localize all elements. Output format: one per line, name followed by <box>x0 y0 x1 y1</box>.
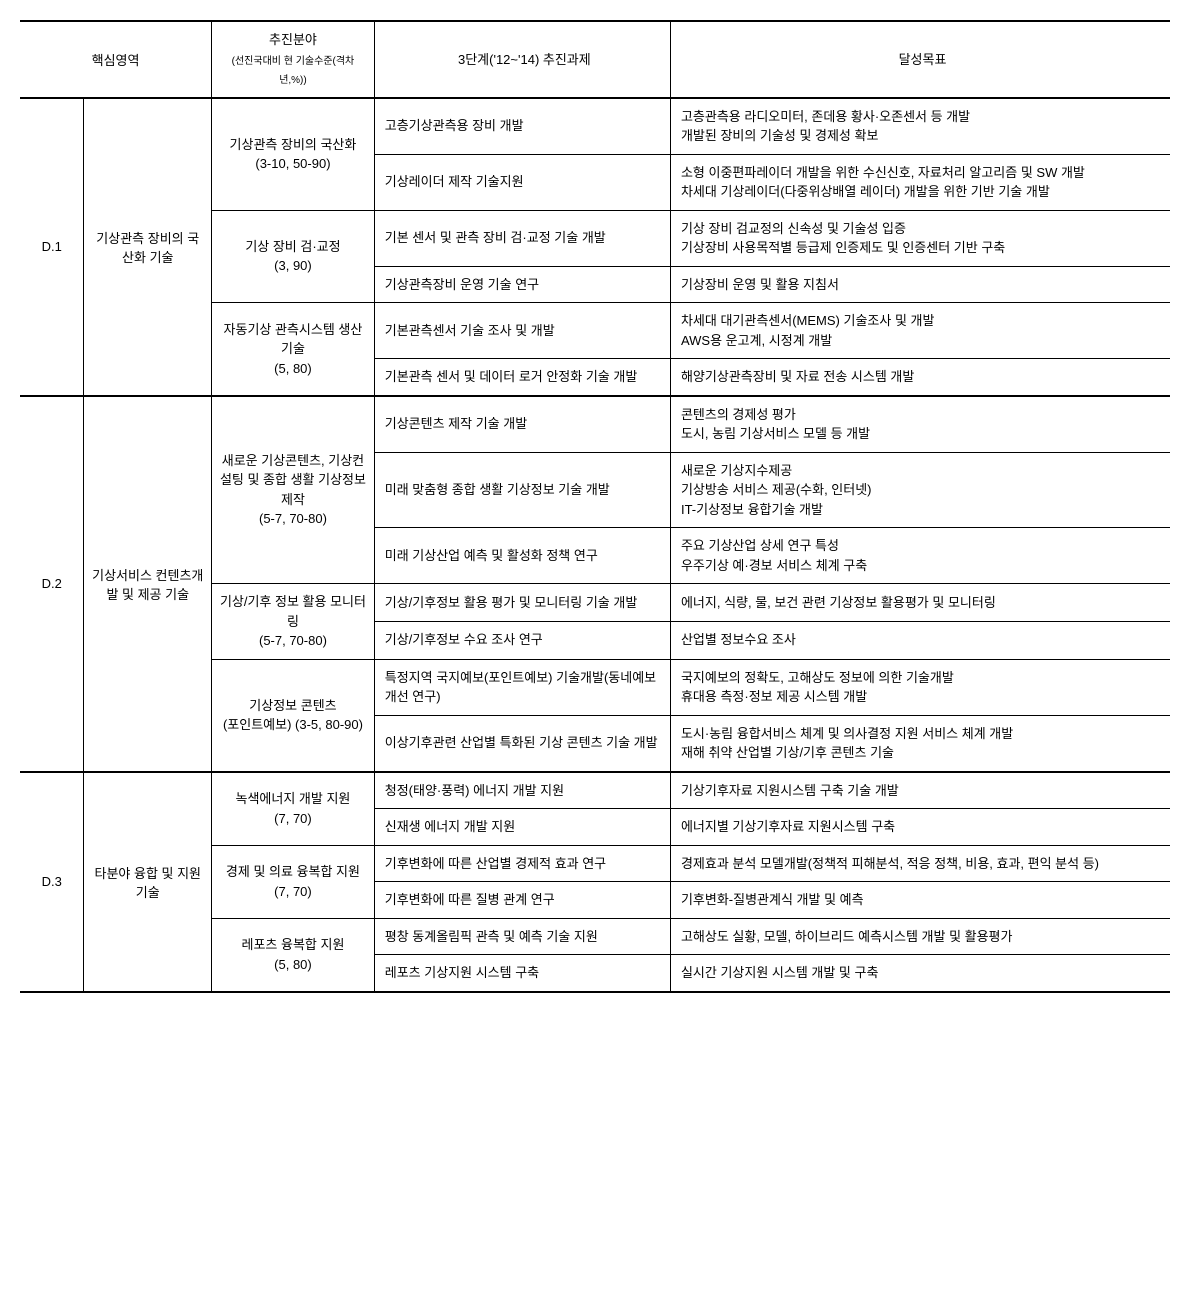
task-cell: 평창 동계올림픽 관측 및 예측 기술 지원 <box>374 918 670 955</box>
task-cell: 미래 기상산업 예측 및 활성화 정책 연구 <box>374 528 670 584</box>
header-field-main: 추진분야 <box>269 32 317 47</box>
goal-cell: 경제효과 분석 모델개발(정책적 피해분석, 적응 정책, 비용, 효과, 편익… <box>670 845 1170 882</box>
task-cell: 기본 센서 및 관측 장비 검·교정 기술 개발 <box>374 210 670 266</box>
task-cell: 고층기상관측용 장비 개발 <box>374 98 670 155</box>
section-area: 기상관측 장비의 국산화 기술 <box>84 98 212 396</box>
task-cell: 기후변화에 따른 산업별 경제적 효과 연구 <box>374 845 670 882</box>
header-goal: 달성목표 <box>670 21 1170 98</box>
task-cell: 기상/기후정보 활용 평가 및 모니터링 기술 개발 <box>374 584 670 622</box>
task-cell: 기본관측 센서 및 데이터 로거 안정화 기술 개발 <box>374 359 670 396</box>
goal-cell: 콘텐츠의 경제성 평가도시, 농림 기상서비스 모델 등 개발 <box>670 396 1170 453</box>
task-cell: 기상관측장비 운영 기술 연구 <box>374 266 670 303</box>
goal-cell: 고층관측용 라디오미터, 존데용 황사·오존센서 등 개발개발된 장비의 기술성… <box>670 98 1170 155</box>
header-field-sub: (선진국대비 현 기술수준(격차년,%)) <box>232 56 355 87</box>
header-field: 추진분야 (선진국대비 현 기술수준(격차년,%)) <box>212 21 375 98</box>
section-area: 타분야 융합 및 지원 기술 <box>84 772 212 992</box>
field-cell: 기상 장비 검·교정(3, 90) <box>212 210 375 303</box>
field-cell: 새로운 기상콘텐츠, 기상컨설팅 및 종합 생활 기상정보 제작(5-7, 70… <box>212 396 375 584</box>
task-cell: 기본관측센서 기술 조사 및 개발 <box>374 303 670 359</box>
task-cell: 이상기후관련 산업별 특화된 기상 콘텐츠 기술 개발 <box>374 715 670 772</box>
goal-cell: 산업별 정보수요 조사 <box>670 621 1170 659</box>
table-row: D.1기상관측 장비의 국산화 기술기상관측 장비의 국산화(3-10, 50-… <box>20 98 1170 155</box>
task-cell: 미래 맞춤형 종합 생활 기상정보 기술 개발 <box>374 452 670 528</box>
field-cell: 경제 및 의료 융복합 지원(7, 70) <box>212 845 375 918</box>
task-cell: 레포츠 기상지원 시스템 구축 <box>374 955 670 992</box>
goal-cell: 실시간 기상지원 시스템 개발 및 구축 <box>670 955 1170 992</box>
research-plan-table: 핵심영역 추진분야 (선진국대비 현 기술수준(격차년,%)) 3단계('12~… <box>20 20 1170 993</box>
goal-cell: 에너지, 식량, 물, 보건 관련 기상정보 활용평가 및 모니터링 <box>670 584 1170 622</box>
task-cell: 기후변화에 따른 질병 관계 연구 <box>374 882 670 919</box>
goal-cell: 고해상도 실황, 모델, 하이브리드 예측시스템 개발 및 활용평가 <box>670 918 1170 955</box>
field-cell: 기상관측 장비의 국산화(3-10, 50-90) <box>212 98 375 211</box>
table-row: D.3타분야 융합 및 지원 기술녹색에너지 개발 지원(7, 70)청정(태양… <box>20 772 1170 809</box>
goal-cell: 국지예보의 정확도, 고해상도 정보에 의한 기술개발휴대용 측정·정보 제공 … <box>670 659 1170 715</box>
goal-cell: 소형 이중편파레이더 개발을 위한 수신신호, 자료처리 알고리즘 및 SW 개… <box>670 154 1170 210</box>
field-cell: 녹색에너지 개발 지원(7, 70) <box>212 772 375 846</box>
field-cell: 자동기상 관측시스템 생산 기술(5, 80) <box>212 303 375 396</box>
goal-cell: 새로운 기상지수제공기상방송 서비스 제공(수화, 인터넷)IT-기상정보 융합… <box>670 452 1170 528</box>
goal-cell: 도시·농림 융합서비스 체계 및 의사결정 지원 서비스 체계 개발재해 취약 … <box>670 715 1170 772</box>
goal-cell: 기상장비 운영 및 활용 지침서 <box>670 266 1170 303</box>
goal-cell: 기상기후자료 지원시스템 구축 기술 개발 <box>670 772 1170 809</box>
table-body: D.1기상관측 장비의 국산화 기술기상관측 장비의 국산화(3-10, 50-… <box>20 98 1170 992</box>
task-cell: 기상/기후정보 수요 조사 연구 <box>374 621 670 659</box>
task-cell: 기상콘텐츠 제작 기술 개발 <box>374 396 670 453</box>
field-cell: 레포츠 융복합 지원(5, 80) <box>212 918 375 992</box>
goal-cell: 기후변화-질병관계식 개발 및 예측 <box>670 882 1170 919</box>
field-cell: 기상/기후 정보 활용 모니터링(5-7, 70-80) <box>212 584 375 660</box>
task-cell: 기상레이더 제작 기술지원 <box>374 154 670 210</box>
goal-cell: 해양기상관측장비 및 자료 전송 시스템 개발 <box>670 359 1170 396</box>
field-cell: 기상정보 콘텐츠(포인트예보) (3-5, 80-90) <box>212 659 375 772</box>
goal-cell: 차세대 대기관측센서(MEMS) 기술조사 및 개발AWS용 운고계, 시정계 … <box>670 303 1170 359</box>
goal-cell: 에너지별 기상기후자료 지원시스템 구축 <box>670 809 1170 846</box>
goal-cell: 기상 장비 검교정의 신속성 및 기술성 입증기상장비 사용목적별 등급제 인증… <box>670 210 1170 266</box>
section-code: D.3 <box>20 772 84 992</box>
task-cell: 신재생 에너지 개발 지원 <box>374 809 670 846</box>
header-task: 3단계('12~'14) 추진과제 <box>374 21 670 98</box>
goal-cell: 주요 기상산업 상세 연구 특성우주기상 예·경보 서비스 체계 구축 <box>670 528 1170 584</box>
section-code: D.2 <box>20 396 84 772</box>
task-cell: 청정(태양·풍력) 에너지 개발 지원 <box>374 772 670 809</box>
section-code: D.1 <box>20 98 84 396</box>
table-row: D.2기상서비스 컨텐츠개발 및 제공 기술새로운 기상콘텐츠, 기상컨설팅 및… <box>20 396 1170 453</box>
section-area: 기상서비스 컨텐츠개발 및 제공 기술 <box>84 396 212 772</box>
task-cell: 특정지역 국지예보(포인트예보) 기술개발(동네예보 개선 연구) <box>374 659 670 715</box>
header-area: 핵심영역 <box>20 21 212 98</box>
